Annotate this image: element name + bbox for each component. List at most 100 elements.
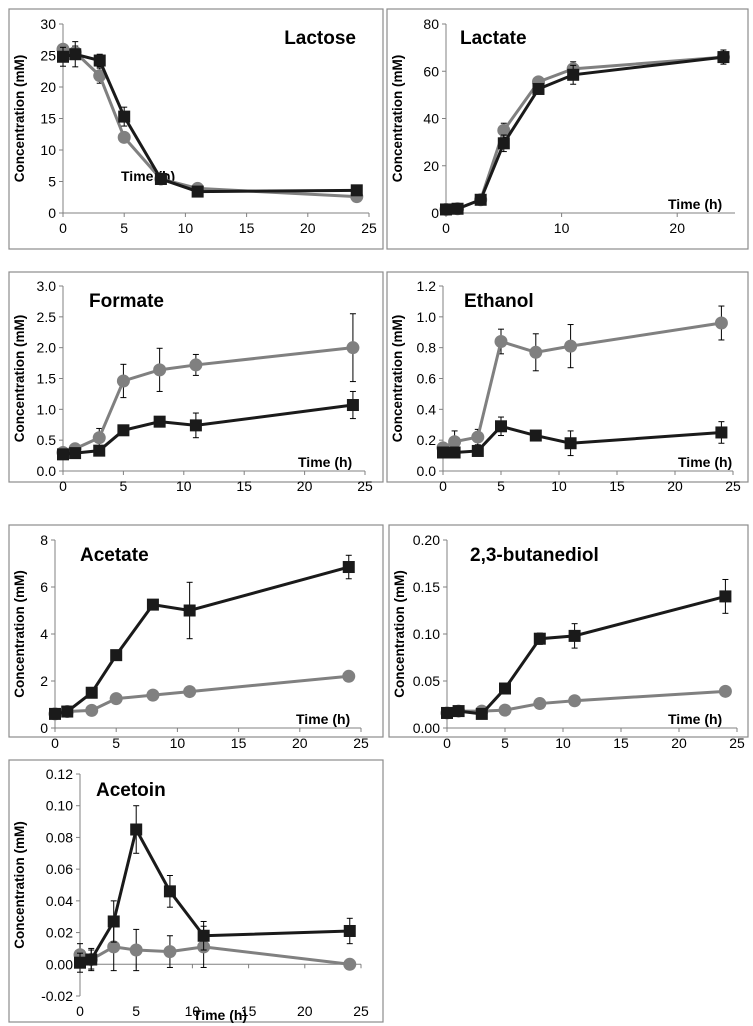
x-tick-label: 0 xyxy=(76,1003,84,1019)
data-point-square xyxy=(449,447,461,459)
x-tick-label: 25 xyxy=(725,478,741,494)
x-tick-label: 10 xyxy=(178,220,194,236)
y-tick-label: 2.0 xyxy=(37,340,57,356)
data-point-square xyxy=(93,445,105,457)
y-tick-label: 80 xyxy=(423,16,439,32)
data-point-square xyxy=(184,605,196,617)
x-tick-label: 10 xyxy=(170,735,186,751)
series-line xyxy=(63,54,357,191)
data-point-square xyxy=(719,590,731,602)
x-tick-label: 0 xyxy=(439,478,447,494)
x-tick-label: 25 xyxy=(729,735,745,751)
y-tick-label: 60 xyxy=(423,63,439,79)
data-point-square xyxy=(347,399,359,411)
y-tick-label: 0.04 xyxy=(46,893,73,909)
chart-panel: 0.00.51.01.52.02.53.00 5 10 15 20 25Concentra… xyxy=(9,272,383,494)
x-axis-label: Time (h) xyxy=(668,196,722,212)
data-point-square xyxy=(530,430,542,442)
y-tick-label: 1.0 xyxy=(417,309,437,325)
y-tick-label: 0.0 xyxy=(37,463,57,479)
data-point-square xyxy=(94,55,106,67)
series-line xyxy=(63,348,353,453)
data-point-circle xyxy=(343,958,356,971)
x-tick-label: 20 xyxy=(297,478,313,494)
data-point-square xyxy=(108,915,120,927)
series-line xyxy=(80,947,350,964)
x-tick-label: 25 xyxy=(361,220,377,236)
data-point-square xyxy=(164,885,176,897)
data-point-square xyxy=(154,416,166,428)
x-tick-label: 25 xyxy=(357,478,373,494)
x-tick-label: 15 xyxy=(239,220,255,236)
y-tick-label: 0.15 xyxy=(413,579,440,595)
data-point-circle xyxy=(499,704,512,717)
x-tick-label: 5 xyxy=(120,220,128,236)
y-tick-label: 25 xyxy=(40,48,56,64)
series-line xyxy=(447,596,725,714)
y-axis-label: Concentration (mM) xyxy=(12,315,27,443)
y-axis-label: Concentration (mM) xyxy=(12,821,27,949)
x-tick-label: 15 xyxy=(609,478,625,494)
series-line xyxy=(80,830,350,963)
y-tick-label: 0 xyxy=(40,720,48,736)
data-point-circle xyxy=(719,685,732,698)
data-point-circle xyxy=(533,697,546,710)
data-point-circle xyxy=(85,704,98,717)
data-point-square xyxy=(190,419,202,431)
data-point-square xyxy=(57,51,69,63)
chart-panel: 0.00.20.40.60.81.01.20 5 10 15 20 25Concentra… xyxy=(387,272,748,494)
series-line xyxy=(63,405,353,454)
x-tick-label: 0 xyxy=(443,735,451,751)
y-tick-label: 40 xyxy=(423,111,439,127)
x-tick-label: 10 xyxy=(555,735,571,751)
data-point-circle xyxy=(189,358,202,371)
chart-title: Acetoin xyxy=(96,780,166,801)
x-tick-label: 0 xyxy=(442,220,450,236)
x-tick-label: 5 xyxy=(501,735,509,751)
series-line xyxy=(63,49,357,196)
data-point-square xyxy=(118,111,130,123)
data-point-circle xyxy=(564,340,577,353)
chart-title: Lactate xyxy=(460,28,527,49)
data-point-circle xyxy=(110,692,123,705)
y-axis-label: Concentration (mM) xyxy=(12,55,27,183)
y-axis-label: Concentration (mM) xyxy=(390,55,405,183)
x-tick-label: 25 xyxy=(353,735,369,751)
y-tick-label: 0.0 xyxy=(417,463,437,479)
data-point-circle xyxy=(529,346,542,359)
data-point-square xyxy=(343,561,355,573)
y-tick-label: 0.00 xyxy=(46,956,73,972)
x-axis-label: Time (h) xyxy=(678,454,732,470)
x-tick-label: 15 xyxy=(231,735,247,751)
chart-title: Ethanol xyxy=(464,291,534,312)
x-tick-label: 10 xyxy=(176,478,192,494)
chart-title: Formate xyxy=(89,291,164,312)
data-point-square xyxy=(147,599,159,611)
x-tick-label: 0 xyxy=(59,220,67,236)
y-axis-label: Concentration (mM) xyxy=(390,315,405,443)
data-point-square xyxy=(117,424,129,436)
x-tick-label: 20 xyxy=(297,1003,313,1019)
y-tick-label: 20 xyxy=(40,79,56,95)
y-axis-label: Concentration (mM) xyxy=(12,570,27,698)
data-point-circle xyxy=(118,131,131,144)
data-point-square xyxy=(61,706,73,718)
y-axis-label: Concentration (mM) xyxy=(392,570,407,698)
x-tick-label: 5 xyxy=(132,1003,140,1019)
y-tick-label: 15 xyxy=(40,111,56,127)
y-tick-label: 0.20 xyxy=(413,532,440,548)
chart-title: Lactose xyxy=(284,28,356,49)
y-tick-label: 0.08 xyxy=(46,829,73,845)
data-point-circle xyxy=(448,435,461,448)
y-tick-label: 0.00 xyxy=(413,720,440,736)
data-point-square xyxy=(198,930,210,942)
x-tick-label: 5 xyxy=(120,478,128,494)
y-tick-label: 0.10 xyxy=(46,798,73,814)
x-tick-label: 20 xyxy=(671,735,687,751)
data-point-circle xyxy=(117,374,130,387)
data-point-square xyxy=(453,705,465,717)
data-point-circle xyxy=(495,335,508,348)
data-point-square xyxy=(567,69,579,81)
y-tick-label: 0.12 xyxy=(46,766,73,782)
data-point-square xyxy=(532,83,544,95)
